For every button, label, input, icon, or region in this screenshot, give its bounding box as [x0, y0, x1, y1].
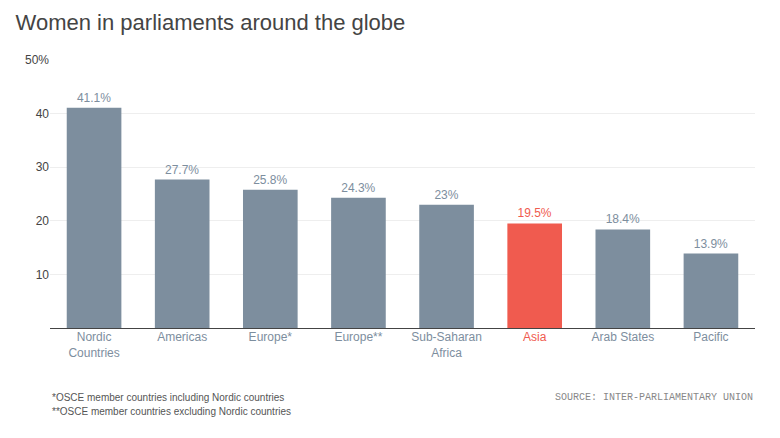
- svg-text:23%: 23%: [434, 188, 458, 202]
- svg-text:18.4%: 18.4%: [606, 212, 640, 226]
- svg-text:27.7%: 27.7%: [165, 163, 199, 177]
- svg-text:*OSCE member countries includi: *OSCE member countries including Nordic …: [52, 392, 284, 403]
- svg-text:SOURCE: INTER-PARLIAMENTARY UN: SOURCE: INTER-PARLIAMENTARY UNION: [555, 392, 753, 403]
- svg-text:20: 20: [36, 214, 50, 228]
- svg-text:Europe**: Europe**: [334, 330, 382, 344]
- svg-text:24.3%: 24.3%: [341, 181, 375, 195]
- svg-text:40: 40: [36, 107, 50, 121]
- svg-text:10: 10: [36, 268, 50, 282]
- svg-text:Women in parliaments around th: Women in parliaments around the globe: [16, 10, 406, 35]
- svg-text:Arab States: Arab States: [591, 330, 654, 344]
- svg-text:Americas: Americas: [157, 330, 207, 344]
- svg-text:Sub-SaharanAfrica: Sub-SaharanAfrica: [411, 330, 482, 360]
- svg-text:Europe*: Europe*: [249, 330, 293, 344]
- svg-text:41.1%: 41.1%: [77, 91, 111, 105]
- svg-text:NordicCountries: NordicCountries: [68, 330, 119, 360]
- svg-text:Pacific: Pacific: [693, 330, 728, 344]
- svg-text:50%: 50%: [25, 53, 49, 67]
- svg-text:13.9%: 13.9%: [694, 237, 728, 251]
- svg-text:**OSCE member countries exclud: **OSCE member countries excluding Nordic…: [52, 406, 291, 417]
- svg-text:Asia: Asia: [523, 330, 547, 344]
- svg-text:25.8%: 25.8%: [253, 173, 287, 187]
- svg-text:30: 30: [36, 160, 50, 174]
- svg-text:19.5%: 19.5%: [518, 206, 552, 220]
